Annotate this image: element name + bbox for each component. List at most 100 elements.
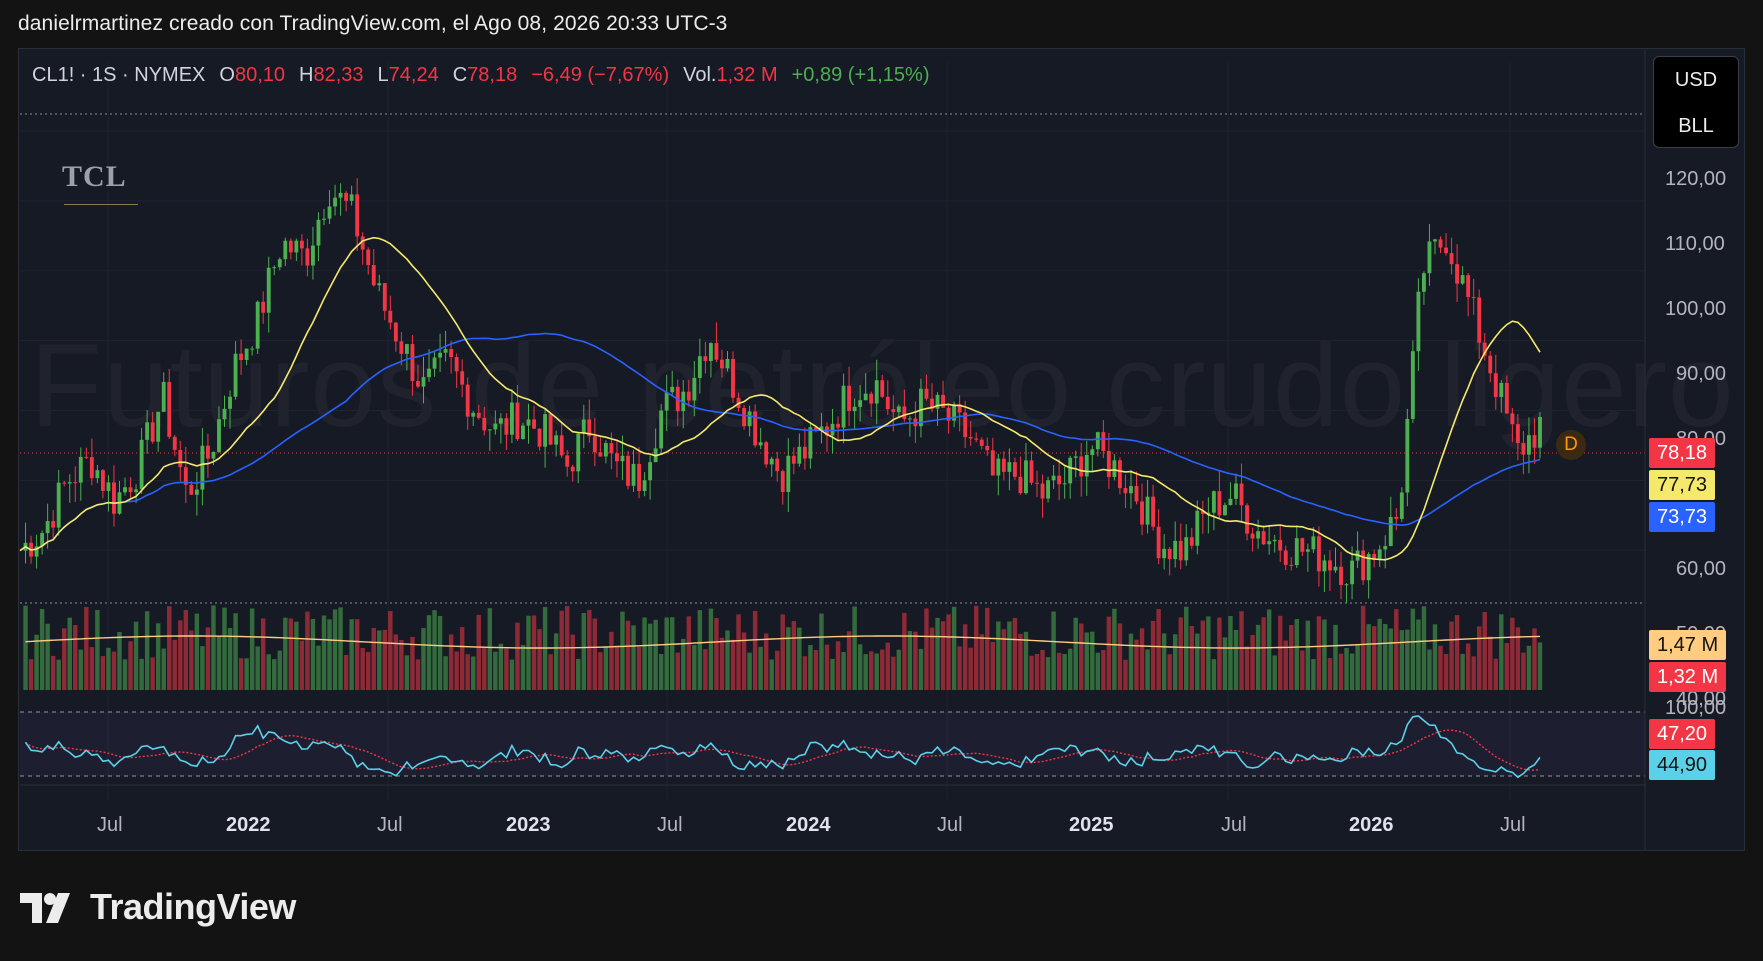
candle-body bbox=[631, 463, 636, 486]
volume-bar bbox=[1377, 618, 1382, 690]
candle-body bbox=[836, 423, 840, 428]
candle-body bbox=[371, 265, 376, 286]
candle-body bbox=[1399, 492, 1404, 519]
volume-bar bbox=[50, 655, 56, 690]
volume-bar bbox=[747, 652, 752, 690]
volume-bar bbox=[161, 648, 166, 690]
volume-bar bbox=[592, 618, 598, 690]
currency-label[interactable]: USD bbox=[1674, 69, 1718, 91]
ohlc-legend[interactable]: CL1! · 1S · NYMEX O 80,10 H 82,33 L 74,24 C… bbox=[32, 64, 930, 87]
volume-bar bbox=[482, 646, 487, 690]
volume-bar bbox=[321, 615, 327, 690]
legend-vol: 1,32 M bbox=[716, 64, 778, 86]
volume-bar bbox=[404, 655, 410, 690]
candle-body bbox=[775, 458, 780, 472]
volume-bar bbox=[1123, 659, 1128, 690]
volume-bar bbox=[609, 631, 614, 690]
volume-bar bbox=[1184, 606, 1189, 690]
candle-body bbox=[1211, 491, 1216, 513]
tradingview-brand[interactable]: TradingView bbox=[20, 886, 296, 928]
candle-body bbox=[935, 394, 940, 409]
candle-body bbox=[974, 438, 979, 440]
volume-bar bbox=[1355, 645, 1360, 690]
candle-body bbox=[239, 353, 244, 360]
candle-body bbox=[1499, 382, 1504, 397]
candle-body bbox=[487, 429, 492, 431]
candle-body bbox=[592, 436, 597, 453]
candle-body bbox=[34, 546, 39, 557]
volume-bar bbox=[1034, 653, 1040, 690]
candle-body bbox=[493, 423, 498, 430]
volume-bar bbox=[1537, 642, 1543, 690]
volume-bar bbox=[1167, 654, 1172, 690]
volume-bar bbox=[1327, 658, 1333, 690]
candle-body bbox=[714, 343, 719, 360]
rsi-label: 44,90 bbox=[1649, 750, 1716, 780]
currency-unit-selector[interactable]: USD BLL bbox=[1653, 56, 1739, 148]
candle-body bbox=[930, 398, 934, 409]
candle-body bbox=[1239, 483, 1244, 506]
candle-body bbox=[1223, 505, 1227, 516]
volume-bar bbox=[548, 654, 553, 690]
candle-body bbox=[1040, 483, 1045, 499]
unit-label[interactable]: BLL bbox=[1678, 115, 1714, 137]
volume-bar bbox=[658, 654, 664, 690]
time-tick: Jul bbox=[97, 814, 123, 836]
candle-body bbox=[128, 487, 133, 493]
volume-bar bbox=[553, 633, 559, 690]
candle-body bbox=[532, 419, 536, 429]
candle-body bbox=[355, 194, 360, 237]
volume-bar bbox=[1410, 608, 1416, 690]
volume-bar bbox=[139, 658, 144, 690]
volume-bar bbox=[1079, 623, 1084, 690]
rsi-ma-label: 47,20 bbox=[1649, 719, 1716, 749]
candle-body bbox=[1449, 253, 1454, 265]
volume-bar bbox=[598, 652, 603, 690]
volume-bar bbox=[636, 646, 642, 690]
volume-bar bbox=[222, 607, 227, 690]
candle-body bbox=[819, 426, 824, 430]
volume-bar bbox=[813, 650, 819, 690]
volume-bar bbox=[266, 654, 271, 690]
candle-body bbox=[764, 442, 769, 465]
candle-body bbox=[681, 391, 686, 412]
candle-body bbox=[51, 521, 56, 528]
volume-bar bbox=[1090, 631, 1095, 690]
volume-bar bbox=[614, 645, 620, 690]
chart-panel[interactable] bbox=[18, 48, 1745, 851]
legend-vol-change: +0,89 (+1,15%) bbox=[791, 64, 930, 86]
candle-body bbox=[1460, 275, 1465, 284]
volume-bar bbox=[703, 649, 708, 690]
candle-body bbox=[1504, 382, 1509, 414]
volume-bar bbox=[1504, 643, 1510, 690]
candle-body bbox=[327, 206, 332, 219]
candle-body bbox=[526, 419, 531, 426]
volume-bar bbox=[1399, 630, 1405, 690]
candle-body bbox=[1250, 533, 1255, 539]
candle-body bbox=[509, 402, 514, 435]
volume-bar bbox=[272, 659, 277, 690]
candle-body bbox=[167, 381, 172, 437]
candle-body bbox=[670, 386, 675, 393]
volume-bar bbox=[1112, 608, 1117, 690]
legend-low: 74,24 bbox=[388, 64, 439, 86]
candle-body bbox=[95, 470, 100, 479]
candle-body bbox=[45, 521, 50, 534]
candle-body bbox=[1388, 516, 1393, 547]
legend-high-key: H bbox=[299, 64, 314, 86]
candle-body bbox=[1538, 416, 1542, 448]
candle-body bbox=[1532, 435, 1537, 448]
candle-body bbox=[919, 388, 923, 427]
candle-body bbox=[637, 463, 641, 491]
candle-body bbox=[399, 341, 404, 354]
candle-body bbox=[1084, 454, 1089, 477]
candle-body bbox=[1112, 460, 1117, 477]
ma-long-line bbox=[19, 332, 1541, 552]
candle-body bbox=[1316, 536, 1321, 572]
dividend-event-badge[interactable]: D bbox=[1556, 430, 1586, 460]
volume-bar bbox=[946, 614, 951, 690]
candle-body bbox=[603, 443, 608, 457]
volume-bar bbox=[1360, 605, 1366, 690]
legend-symbol[interactable]: CL1! · 1S · NYMEX bbox=[32, 64, 206, 86]
